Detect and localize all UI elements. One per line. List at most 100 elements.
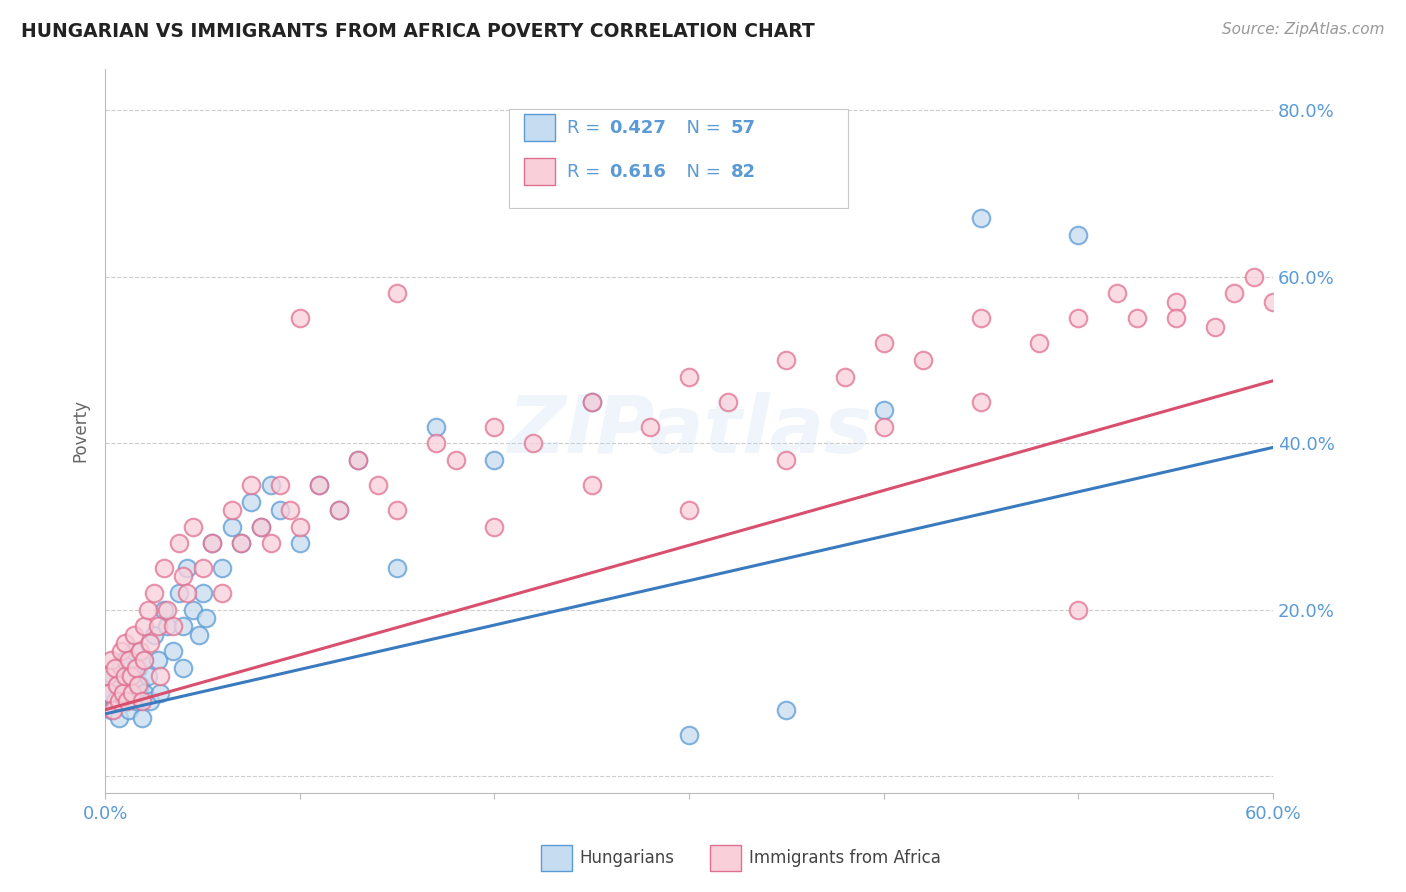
Point — [98, 686, 121, 700]
Point — [108, 694, 131, 708]
Point — [581, 478, 603, 492]
Point — [124, 628, 146, 642]
Point — [142, 586, 165, 600]
Point — [328, 503, 350, 517]
Point — [484, 419, 506, 434]
Point — [288, 311, 311, 326]
Point — [117, 653, 139, 667]
Point — [201, 536, 224, 550]
Point — [120, 669, 142, 683]
Point — [152, 561, 174, 575]
Point — [149, 669, 172, 683]
Point — [201, 536, 224, 550]
Point — [105, 678, 128, 692]
Point — [775, 453, 797, 467]
Point — [136, 603, 159, 617]
Point — [347, 453, 370, 467]
Point — [156, 603, 179, 617]
Point — [104, 661, 127, 675]
Point — [970, 211, 993, 226]
Point — [131, 711, 153, 725]
Point — [211, 561, 233, 575]
Point — [120, 669, 142, 683]
Point — [108, 711, 131, 725]
Point — [678, 728, 700, 742]
Point — [162, 619, 184, 633]
Point — [114, 669, 136, 683]
Point — [1067, 603, 1090, 617]
Point — [308, 478, 330, 492]
Point — [114, 653, 136, 667]
Point — [1126, 311, 1149, 326]
Point — [873, 336, 896, 351]
Point — [134, 686, 156, 700]
Text: ZIPatlas: ZIPatlas — [506, 392, 872, 470]
Text: Source: ZipAtlas.com: Source: ZipAtlas.com — [1222, 22, 1385, 37]
Point — [98, 686, 121, 700]
Point — [104, 694, 127, 708]
Text: HUNGARIAN VS IMMIGRANTS FROM AFRICA POVERTY CORRELATION CHART: HUNGARIAN VS IMMIGRANTS FROM AFRICA POVE… — [21, 22, 815, 41]
Point — [1107, 286, 1129, 301]
Point — [125, 694, 148, 708]
Point — [1164, 311, 1187, 326]
Point — [127, 678, 149, 692]
Point — [425, 436, 447, 450]
Point — [131, 694, 153, 708]
Point — [167, 536, 190, 550]
Point — [100, 653, 122, 667]
Point — [1243, 269, 1265, 284]
Point — [678, 503, 700, 517]
Point — [176, 586, 198, 600]
Point — [146, 653, 169, 667]
Point — [250, 519, 273, 533]
Point — [187, 628, 209, 642]
Point — [678, 369, 700, 384]
Text: N =: N = — [675, 119, 727, 136]
Point — [484, 519, 506, 533]
Point — [117, 703, 139, 717]
Point — [181, 603, 204, 617]
Point — [146, 619, 169, 633]
Point — [240, 494, 263, 508]
Point — [385, 286, 408, 301]
Point — [172, 619, 194, 633]
Point — [1204, 319, 1226, 334]
Point — [231, 536, 253, 550]
Point — [167, 586, 190, 600]
Point — [425, 419, 447, 434]
Point — [172, 661, 194, 675]
Point — [211, 586, 233, 600]
Point — [142, 628, 165, 642]
Point — [1067, 311, 1090, 326]
Point — [231, 536, 253, 550]
Point — [195, 611, 218, 625]
Text: N =: N = — [675, 163, 727, 181]
Point — [288, 519, 311, 533]
Y-axis label: Poverty: Poverty — [72, 400, 89, 462]
Point — [328, 503, 350, 517]
Text: R =: R = — [567, 119, 606, 136]
Point — [134, 619, 156, 633]
Point — [172, 569, 194, 583]
Point — [367, 478, 389, 492]
Point — [111, 686, 134, 700]
Text: 0.427: 0.427 — [609, 119, 665, 136]
Point — [127, 661, 149, 675]
Point — [129, 678, 152, 692]
Point — [129, 644, 152, 658]
Point — [181, 519, 204, 533]
Point — [110, 644, 132, 658]
Text: 0.616: 0.616 — [609, 163, 665, 181]
Point — [176, 561, 198, 575]
Point — [308, 478, 330, 492]
Point — [911, 353, 934, 368]
Point — [834, 369, 856, 384]
Point — [1164, 294, 1187, 309]
Text: Immigrants from Africa: Immigrants from Africa — [749, 849, 941, 867]
Point — [136, 669, 159, 683]
Text: R =: R = — [567, 163, 606, 181]
Point — [111, 686, 134, 700]
Point — [775, 353, 797, 368]
Point — [125, 661, 148, 675]
Point — [385, 561, 408, 575]
